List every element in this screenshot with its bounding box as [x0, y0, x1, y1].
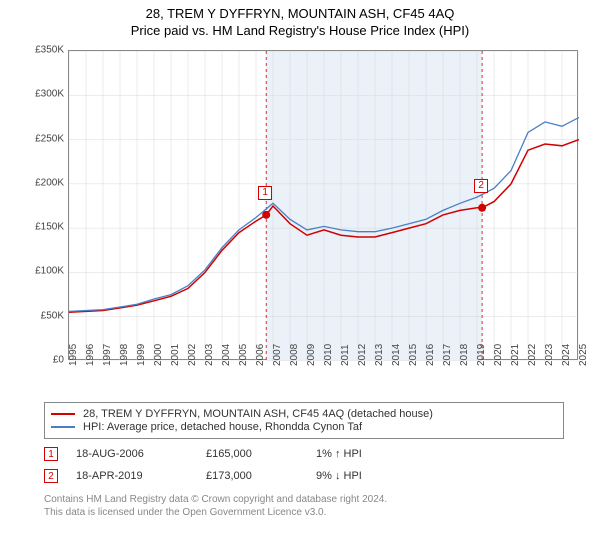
y-tick-label: £300K — [28, 89, 64, 100]
legend-swatch-hpi — [51, 426, 75, 428]
y-tick-label: £100K — [28, 266, 64, 277]
sales-rows: 1 18-AUG-2006£165,0001% ↑ HPI 2 18-APR-2019… — [0, 447, 600, 483]
sale-price: £173,000 — [206, 470, 316, 482]
sale-date: 18-APR-2019 — [76, 470, 206, 482]
y-tick-label: £200K — [28, 177, 64, 188]
chart-area: £0£50K£100K£150K£200K£250K£300K£350K 199… — [32, 40, 592, 400]
legend-swatch-property — [51, 413, 75, 415]
legend-row-hpi: HPI: Average price, detached house, Rhon… — [51, 421, 557, 433]
footer-line1: Contains HM Land Registry data © Crown c… — [44, 493, 600, 506]
sale-row: 1 18-AUG-2006£165,0001% ↑ HPI — [44, 447, 600, 461]
legend-label-property: 28, TREM Y DYFFRYN, MOUNTAIN ASH, CF45 4… — [83, 408, 433, 420]
legend-box: 28, TREM Y DYFFRYN, MOUNTAIN ASH, CF45 4… — [44, 402, 564, 439]
plot-region — [68, 50, 578, 360]
title-block: 28, TREM Y DYFFRYN, MOUNTAIN ASH, CF45 4… — [0, 0, 600, 40]
sale-pct: 9% ↓ HPI — [316, 470, 386, 482]
y-tick-label: £350K — [28, 45, 64, 56]
y-tick-label: £250K — [28, 133, 64, 144]
footer-line2: This data is licensed under the Open Gov… — [44, 506, 600, 519]
y-tick-label: £50K — [28, 310, 64, 321]
x-tick-label: 2025 — [578, 344, 600, 366]
title-line1: 28, TREM Y DYFFRYN, MOUNTAIN ASH, CF45 4… — [0, 6, 600, 21]
y-tick-label: £0 — [28, 355, 64, 366]
legend-label-hpi: HPI: Average price, detached house, Rhon… — [83, 421, 362, 433]
sale-date: 18-AUG-2006 — [76, 448, 206, 460]
chart-container: 28, TREM Y DYFFRYN, MOUNTAIN ASH, CF45 4… — [0, 0, 600, 560]
sale-row-marker: 1 — [44, 447, 58, 461]
legend-row-property: 28, TREM Y DYFFRYN, MOUNTAIN ASH, CF45 4… — [51, 408, 557, 420]
sale-row: 2 18-APR-2019£173,0009% ↓ HPI — [44, 469, 600, 483]
sale-pct: 1% ↑ HPI — [316, 448, 386, 460]
sale-price: £165,000 — [206, 448, 316, 460]
sale-row-marker: 2 — [44, 469, 58, 483]
y-tick-label: £150K — [28, 222, 64, 233]
sale-marker-box: 1 — [258, 186, 272, 200]
footer: Contains HM Land Registry data © Crown c… — [44, 493, 600, 519]
plot-svg — [69, 51, 579, 361]
title-line2: Price paid vs. HM Land Registry's House … — [0, 23, 600, 38]
sale-marker-box: 2 — [474, 179, 488, 193]
